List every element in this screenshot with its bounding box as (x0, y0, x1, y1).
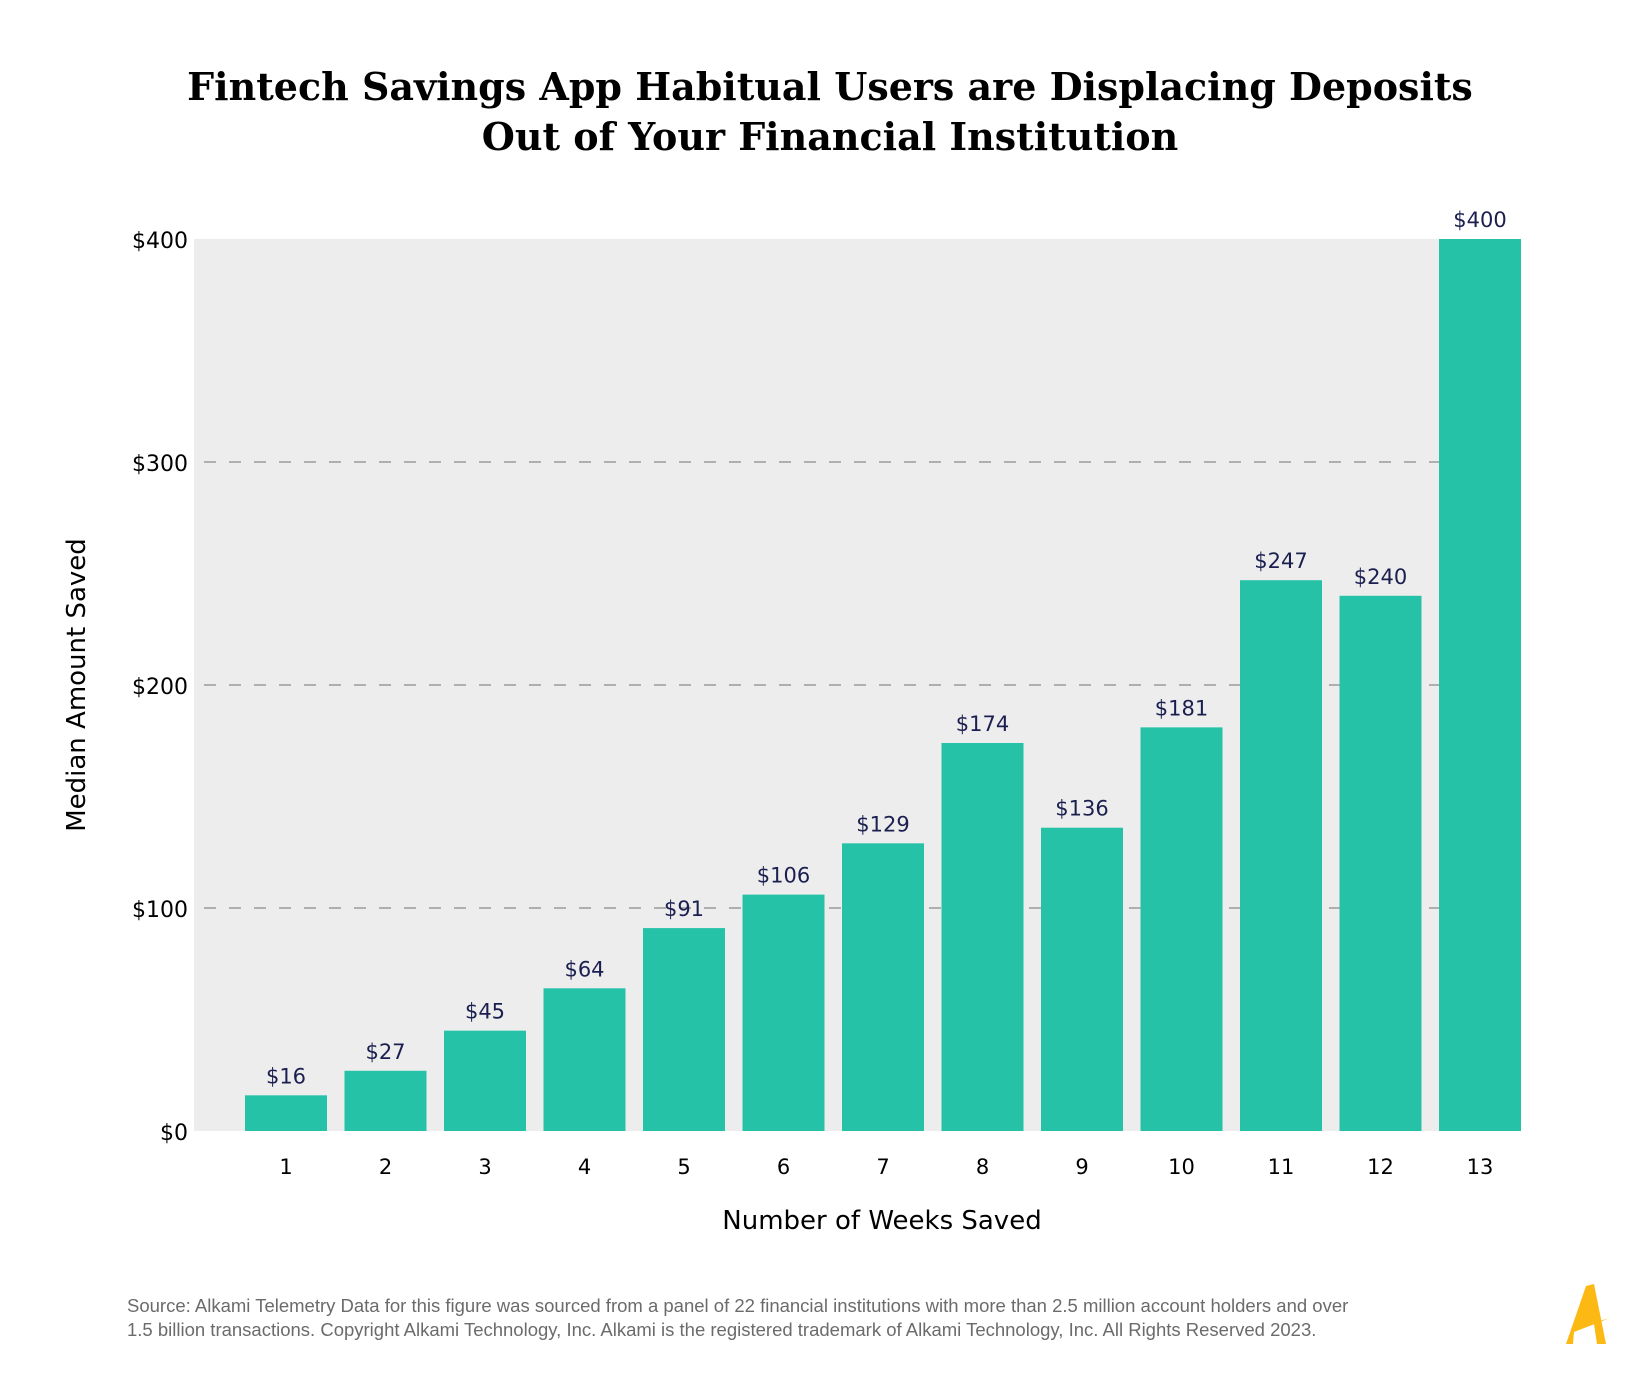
y-tick-label: $0 (160, 1121, 188, 1146)
x-tick-label: 3 (478, 1155, 491, 1179)
bar (643, 928, 725, 1131)
data-label: $181 (1155, 696, 1208, 720)
y-axis-title: Median Amount Saved (62, 538, 92, 832)
bar (1339, 595, 1422, 1131)
bar (1240, 580, 1322, 1131)
x-tick-label: 8 (976, 1155, 989, 1179)
data-label: $27 (365, 1040, 405, 1064)
data-label: $45 (465, 1000, 505, 1024)
y-tick-label: $100 (132, 898, 188, 923)
title-line-1: Fintech Savings App Habitual Users are D… (187, 64, 1473, 109)
x-tick-label: 4 (578, 1155, 591, 1179)
x-tick-label: 1 (279, 1155, 292, 1179)
y-tick-label: $400 (132, 229, 188, 254)
data-label: $16 (266, 1064, 306, 1088)
bar (1041, 827, 1123, 1131)
title-line-2: Out of Your Financial Institution (481, 114, 1179, 159)
x-tick-label: 5 (677, 1155, 690, 1179)
x-axis-title: Number of Weeks Saved (722, 1206, 1041, 1236)
x-tick-label: 9 (1075, 1155, 1088, 1179)
x-tick-labels: 1 2 3 4 5 6 7 8 9 10 11 12 13 (279, 1155, 1493, 1179)
data-label: $129 (856, 812, 909, 836)
bar (245, 1095, 327, 1131)
x-tick-label: 10 (1168, 1155, 1195, 1179)
x-tick-label: 6 (777, 1155, 790, 1179)
bar (742, 894, 825, 1131)
data-label: $400 (1453, 208, 1506, 232)
x-tick-label: 13 (1467, 1155, 1494, 1179)
data-labels: $16 $27 $45 $64 $91 $106 $129 $174 $136 $181 $247 $… (266, 208, 1507, 1088)
bar (941, 742, 1024, 1131)
bar (543, 988, 626, 1131)
data-label: $247 (1254, 549, 1307, 573)
bar (444, 1030, 526, 1131)
bar-chart: $16 $27 $45 $64 $91 $106 $129 $174 $136 $181 $247 $… (62, 208, 1521, 1236)
bars (245, 239, 1521, 1131)
data-label: $240 (1354, 565, 1407, 589)
footnote-line-1: Source: Alkami Telemetry Data for this f… (127, 1295, 1349, 1316)
y-tick-labels: $0 $100 $200 $300 $400 (132, 229, 188, 1146)
y-tick-label: $300 (132, 452, 188, 477)
bar (1140, 727, 1223, 1131)
data-label: $64 (564, 957, 604, 981)
data-label: $136 (1055, 797, 1108, 821)
y-tick-label: $200 (132, 675, 188, 700)
bar (1439, 239, 1521, 1131)
x-tick-label: 11 (1268, 1155, 1295, 1179)
x-tick-label: 7 (876, 1155, 889, 1179)
chart-title: Fintech Savings App Habitual Users are D… (0, 62, 1650, 162)
x-tick-label: 2 (379, 1155, 392, 1179)
data-label: $106 (757, 864, 810, 888)
data-label: $174 (956, 712, 1009, 736)
data-label: $91 (664, 897, 704, 921)
alkami-logo (1566, 1284, 1610, 1344)
x-tick-label: 12 (1367, 1155, 1394, 1179)
source-footnote: Source: Alkami Telemetry Data for this f… (127, 1294, 1527, 1342)
bar (842, 843, 924, 1131)
bar (344, 1070, 427, 1131)
footnote-line-2: 1.5 billion transactions. Copyright Alka… (127, 1319, 1317, 1340)
logo-a-mark (1566, 1284, 1610, 1344)
